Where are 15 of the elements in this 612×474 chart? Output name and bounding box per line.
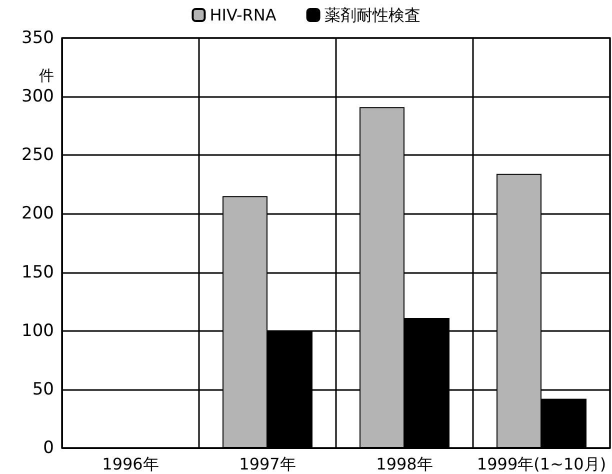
x-tick-label: 1997年: [239, 454, 296, 474]
x-tick-label: 1996年: [102, 454, 159, 474]
x-tick-label: 1999年(1~10月): [476, 454, 606, 474]
y-tick-label: 200: [22, 204, 54, 224]
y-tick-label: 50: [32, 379, 54, 400]
y-tick-label: 350: [22, 28, 54, 48]
legend-label: HIV-RNA: [210, 6, 276, 24]
y-axis-title: 件: [39, 66, 54, 84]
y-tick-label: 150: [22, 262, 54, 282]
y-tick-label: 0: [43, 438, 54, 458]
legend-label: 薬剤耐性検査: [324, 6, 420, 24]
y-tick-label: 300: [22, 86, 54, 107]
y-tick-label: 250: [22, 145, 54, 166]
y-tick-label: 100: [22, 320, 54, 341]
x-tick-label: 1998年: [376, 454, 433, 474]
